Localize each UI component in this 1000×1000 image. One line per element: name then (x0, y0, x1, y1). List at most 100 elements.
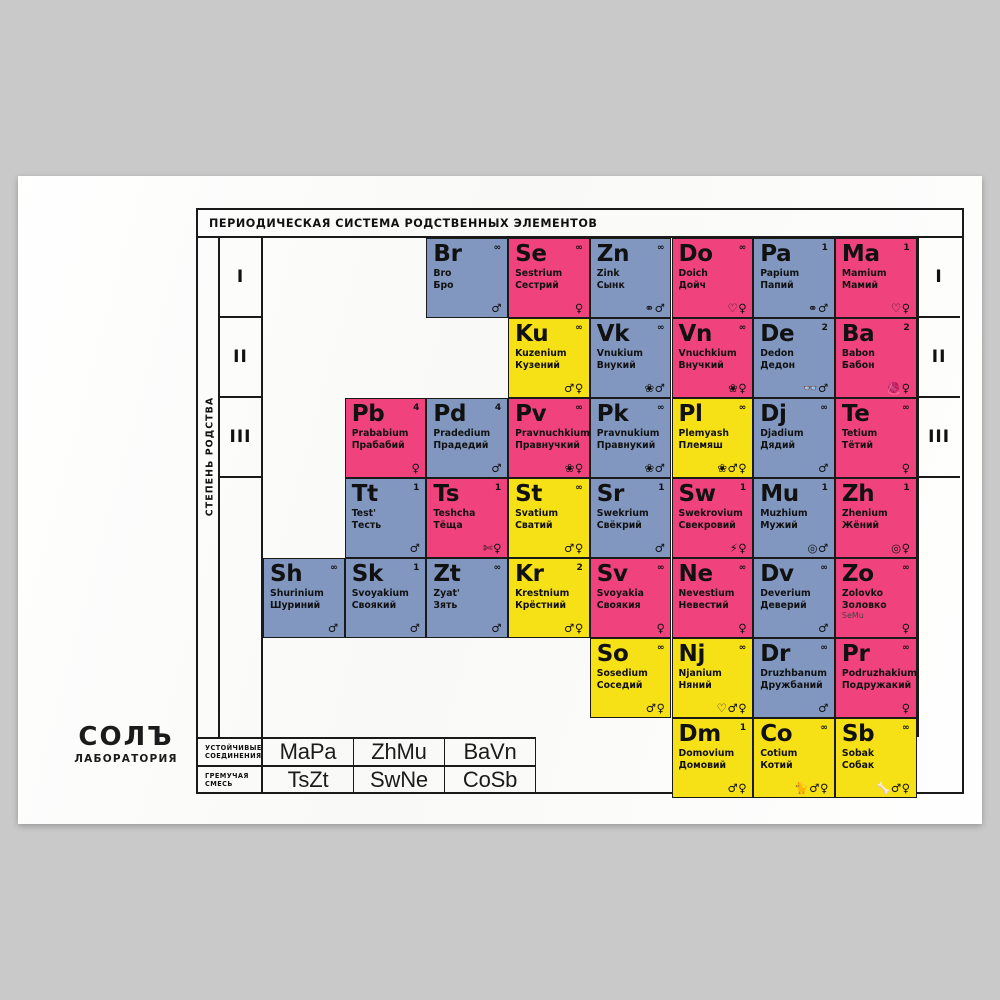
element-cell[interactable]: ∞ Vk Vnukium Внукий ❀♂ (589, 318, 672, 398)
element-cell[interactable]: 1 Mu Muzhium Мужий ◎♂ (753, 478, 835, 558)
element-symbol: Br (433, 241, 462, 267)
element-cell[interactable]: ∞ Nj Njanium Няний ♡♂♀ (671, 638, 754, 718)
element-degree: ∞ (656, 403, 665, 413)
element-cell[interactable]: ∞ St Svatium Сватий ♂♀ (508, 478, 590, 558)
element-cell[interactable]: 1 Sw Swekrovium Свекровий ⚡♀ (671, 478, 754, 558)
element-cell[interactable]: 1 Sk Svoyakium Своякий ♂ (344, 558, 427, 638)
element-cell[interactable]: ∞ Sb Sobak Собак 🦴♂♀ (834, 718, 917, 798)
element-cell[interactable]: 2 De Dedon Дедон 👓♂ (753, 318, 835, 398)
element-cell[interactable]: ∞ Vn Vnuchkium Внучкий ❀♀ (671, 318, 754, 398)
element-cyrillic-name: Тёща (433, 519, 463, 531)
element-degree: ∞ (820, 563, 828, 573)
element-latin-name: Pradedium (433, 428, 491, 439)
gender-symbol-icon: ❀♀ (564, 461, 584, 475)
element-symbol: Ts (433, 481, 460, 507)
element-cyrillic-name: Крёстний (515, 599, 567, 611)
brand-logo: СОЛЪ ЛАБОРАТОРИЯ (62, 724, 190, 765)
legend-caption: ГРЕМУЧАЯ СМЕСЬ (198, 767, 263, 794)
legend-formula[interactable]: BaVn (445, 739, 536, 766)
element-symbol: Sv (596, 561, 628, 587)
element-cell[interactable]: ∞ Pv Pravnuchkium Правнучкий ❀♀ (508, 398, 590, 478)
element-cell[interactable]: ∞ Zt Zyat' Зять ♂ (426, 558, 509, 638)
element-cell[interactable]: ∞ Dr Druzhbanum Дружбаний ♂ (753, 638, 835, 718)
element-cell[interactable]: 1 Pa Papium Папий ⚭♂ (753, 238, 835, 318)
gender-symbol-icon: ♀ (901, 461, 911, 475)
element-cyrillic-name: Тётий (841, 439, 873, 451)
element-degree: ∞ (330, 563, 338, 573)
gender-symbol-icon: ♀ (901, 621, 911, 635)
element-latin-name: Muzhium (760, 508, 808, 519)
element-cyrillic-name: Жёний (841, 519, 880, 531)
legend-formula[interactable]: ZhMu (354, 739, 445, 766)
element-cyrillic-name: Няний (678, 679, 712, 691)
element-symbol: Pr (841, 641, 870, 667)
element-cell[interactable]: ∞ Br Bro Бро ♂ (426, 238, 509, 318)
element-cell[interactable]: 2 Ba Babon Бабон 🧶♀ (834, 318, 917, 398)
gender-symbol-icon: ♀ (411, 461, 421, 475)
element-cell[interactable]: ∞ Sh Shurinium Шуриний ♂ (263, 558, 345, 638)
element-latin-name: Svoyakium (351, 588, 409, 599)
element-cell[interactable]: ∞ So Sosedium Соседий ♂♀ (589, 638, 672, 718)
element-cell[interactable]: 1 Zh Zhenium Жёний ◎♀ (834, 478, 917, 558)
element-latin-name: Babon (841, 348, 875, 359)
element-cyrillic-name: Своякия (596, 599, 641, 611)
element-cell[interactable]: ∞ Zn Zink Сынк ⚭♂ (589, 238, 672, 318)
element-latin-name: Swekrium (596, 508, 649, 519)
element-degree: ∞ (738, 643, 747, 653)
element-cell[interactable]: ∞ Zo Zolovko Золовко SeMu ♀ (834, 558, 917, 638)
element-latin-name: Vnuchkium (678, 348, 737, 359)
legend-formula[interactable]: TsZt (263, 767, 354, 794)
legend-caption-line2: СОЕДИНЕНИЯ (205, 752, 262, 761)
element-cell[interactable]: 1 Dm Domovium Домовий ♂♀ (671, 718, 754, 798)
legend-formula[interactable]: SwNe (354, 767, 445, 794)
element-cyrillic-name: Правнучкий (515, 439, 580, 451)
element-cell[interactable]: ∞ Dv Deverium Деверий ♂ (753, 558, 835, 638)
element-cell[interactable]: ∞ Te Tetium Тётий ♀ (834, 398, 917, 478)
element-degree: ∞ (902, 643, 910, 653)
element-latin-name: Njanium (678, 668, 722, 679)
element-symbol: Pd (433, 401, 467, 427)
gender-symbol-icon: ♂ (409, 541, 421, 555)
element-cell[interactable]: ∞ Ku Kuzenium Кузений ♂♀ (508, 318, 590, 398)
element-degree: ∞ (575, 403, 583, 413)
element-cell[interactable]: ∞ Co Cotium Котий 🐈♂♀ (753, 718, 835, 798)
element-symbol: Pb (351, 401, 385, 427)
legend-formula[interactable]: CoSb (445, 767, 536, 794)
element-cyrillic-name: Папий (760, 279, 794, 291)
element-cell[interactable]: ∞ Pk Pravnukium Правнукий ❀♂ (589, 398, 672, 478)
element-cyrillic-name: Подружакий (841, 679, 912, 691)
table-grid: СТЕПЕНЬ РОДСТВА I II III I II III ∞ Br Bro… (198, 238, 962, 798)
element-symbol: Vk (596, 321, 630, 347)
roman-left-1: I (220, 238, 263, 318)
element-symbol: Sb (841, 721, 875, 747)
element-cell[interactable]: ∞ Sv Svoyakia Своякия ♀ (589, 558, 672, 638)
element-cell[interactable]: 1 Tt Test' Тесть ♂ (344, 478, 427, 558)
element-latin-name: Zhenium (841, 508, 888, 519)
gender-symbol-icon: ♂ (327, 621, 339, 635)
element-cell[interactable]: 1 Ma Mamium Мамий ♡♀ (834, 238, 917, 318)
element-symbol: Dj (760, 401, 787, 427)
gender-symbol-icon: ❀♂ (644, 381, 666, 395)
element-cell[interactable]: 1 Sr Swekrium Свёкрий ♂ (589, 478, 672, 558)
element-latin-name: Mamium (841, 268, 887, 279)
element-latin-name: Papium (760, 268, 800, 279)
legend-formula[interactable]: MaPa (263, 739, 354, 766)
element-cell[interactable]: ∞ Do Doich Дойч ♡♀ (671, 238, 754, 318)
element-cell[interactable]: 4 Pb Prababium Прабабий ♀ (344, 398, 427, 478)
element-cell[interactable]: ∞ Dj Djadium Дядий ♂ (753, 398, 835, 478)
element-cell[interactable]: ∞ Se Sestrium Сестрий ♀ (508, 238, 590, 318)
element-symbol: Ma (841, 241, 880, 267)
element-degree: 4 (413, 403, 420, 413)
gender-symbol-icon: ♡♀ (727, 301, 748, 315)
element-cyrillic-name: Домовий (678, 759, 727, 771)
element-symbol: Dv (760, 561, 794, 587)
gender-symbol-icon: ♂ (491, 301, 503, 315)
element-degree: 2 (821, 323, 828, 333)
element-cell[interactable]: 2 Kr Krestnium Крёстний ♂♀ (508, 558, 590, 638)
element-cell[interactable]: 4 Pd Pradedium Прадедий ♂ (426, 398, 509, 478)
element-cell[interactable]: ∞ Pl Plemyash Племяш ❀♂♀ (671, 398, 754, 478)
element-cell[interactable]: ∞ Pr Podruzhakium Подружакий ♀ (834, 638, 917, 718)
element-cell[interactable]: 1 Ts Teshcha Тёща ✄♀ (426, 478, 509, 558)
element-latin-name: Djadium (760, 428, 804, 439)
element-cell[interactable]: ∞ Ne Nevestium Невестий ♀ (671, 558, 754, 638)
